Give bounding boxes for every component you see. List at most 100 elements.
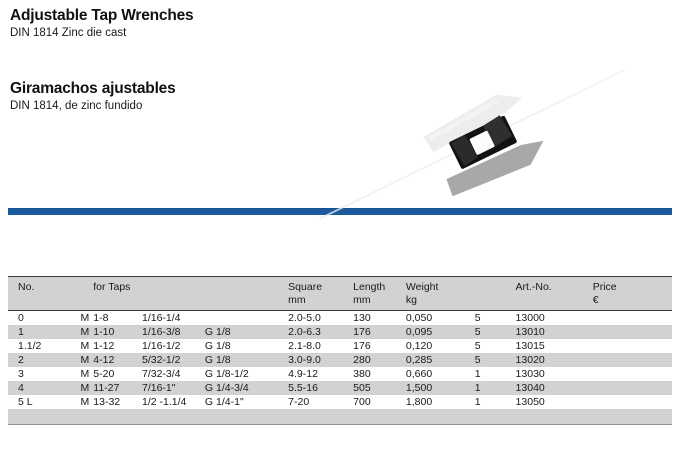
column-header-price-unit: €: [592, 293, 599, 306]
column-header-thread-prefix: [70, 276, 94, 311]
column-header-art-no: Art.-No.: [515, 276, 593, 311]
cell-metric: 1-12: [93, 340, 115, 352]
column-header-square-label: Square: [288, 281, 323, 293]
cell-metric: 1-8: [93, 312, 109, 324]
table-tail-cell: [8, 409, 672, 425]
cell-m: M: [80, 354, 90, 366]
cell-price: [593, 311, 672, 326]
cell-inch: 7/32-3/4: [141, 368, 181, 380]
cell-gas: G 1/8: [204, 326, 231, 338]
column-header-price-label: Price: [592, 281, 617, 293]
cell-price: [593, 395, 672, 409]
table-row[interactable]: 4 M 11-27 7/16-1" G 1/4-3/4 5.5-16 505 1,500 1 13…: [8, 381, 672, 395]
cell-gas: G 1/8: [204, 354, 231, 366]
cell-gas: G 1/8: [204, 340, 231, 352]
column-header-weight-unit: kg: [405, 293, 418, 306]
cell-price: [593, 353, 672, 367]
cell-weight: 0,050: [405, 312, 433, 324]
column-header-length-unit: mm: [353, 293, 371, 306]
table-header-row: No. for Taps Square mm Length mm Weight …: [8, 276, 672, 311]
cell-weight: 0,285: [405, 354, 433, 366]
cell-art-no: 13000: [515, 312, 545, 324]
cell-no: 2: [18, 354, 24, 366]
cell-pack: 1: [474, 368, 481, 380]
table-row[interactable]: 2 M 4-12 5/32-1/2 G 1/8 3.0-9.0 280 0,285 5 13020: [8, 353, 672, 367]
cell-square: 7-20: [288, 396, 310, 408]
cell-pack: 1: [474, 382, 481, 394]
cell-square: 5.5-16: [288, 382, 318, 394]
cell-art-no: 13040: [515, 382, 545, 394]
column-header-price: Price €: [592, 276, 672, 311]
cell-weight: 1,800: [405, 396, 433, 408]
cell-no: 1: [18, 326, 24, 338]
cell-square: 2.0-6.3: [288, 326, 321, 338]
column-header-weight: Weight kg: [405, 276, 463, 311]
table-head: No. for Taps Square mm Length mm Weight …: [8, 276, 672, 311]
cell-m: M: [80, 396, 90, 408]
cell-price: [593, 325, 672, 339]
cell-m: M: [80, 382, 90, 394]
cell-weight: 1,500: [405, 382, 433, 394]
column-header-for-taps: for Taps: [93, 276, 142, 311]
cell-length: 176: [353, 326, 371, 338]
cell-gas: G 1/8-1/2: [204, 368, 249, 380]
cell-square: 2.0-5.0: [288, 312, 321, 324]
table-row[interactable]: 1 M 1-10 1/16-3/8 G 1/8 2.0-6.3 176 0,095 5 13010: [8, 325, 672, 339]
cell-weight: 0,660: [405, 368, 433, 380]
specification-table: No. for Taps Square mm Length mm Weight …: [8, 276, 672, 425]
column-header-length-label: Length: [353, 281, 386, 293]
table-row[interactable]: 1.1/2 M 1-12 1/16-1/2 G 1/8 2.1-8.0 176 0,120 5 1…: [8, 339, 672, 353]
cell-square: 4.9-12: [288, 368, 318, 380]
cell-weight: 0,120: [405, 340, 433, 352]
cell-length: 280: [353, 354, 371, 366]
cell-art-no: 13010: [515, 326, 545, 338]
cell-pack: 5: [474, 340, 481, 352]
cell-pack: 5: [474, 312, 481, 324]
cell-gas: G 1/4-3/4: [204, 382, 249, 394]
cell-no: 1.1/2: [18, 340, 42, 352]
cell-price: [593, 367, 672, 381]
cell-metric: 5-20: [93, 368, 115, 380]
cell-art-no: 13030: [515, 368, 545, 380]
product-photo: width="4" height="4" fill="none"/> d="M0…: [268, 38, 680, 260]
cell-art-no: 13020: [515, 354, 545, 366]
cell-length: 700: [353, 396, 371, 408]
cell-metric: 11-27: [93, 382, 120, 394]
cell-metric: 1-10: [93, 326, 115, 338]
cell-metric: 13-32: [93, 396, 121, 408]
cell-art-no: 13050: [515, 396, 545, 408]
cell-length: 176: [353, 340, 371, 352]
page-title-es: Giramachos ajustables: [10, 80, 176, 97]
cell-pack: 5: [474, 326, 481, 338]
cell-square: 3.0-9.0: [288, 354, 321, 366]
table-row[interactable]: 0 M 1-8 1/16-1/4 2.0-5.0 130 0,050 5 13000: [8, 310, 672, 326]
table-row[interactable]: 3 M 5-20 7/32-3/4 G 1/8-1/2 4.9-12 380 0,660 1 13…: [8, 367, 672, 381]
heading-block: Adjustable Tap Wrenches DIN 1814 Zinc di…: [10, 6, 430, 114]
cell-m: M: [80, 312, 90, 324]
cell-m: M: [80, 326, 90, 338]
cell-inch: 7/16-1": [141, 382, 176, 394]
cell-inch: 1/2 -1.1/4: [141, 396, 187, 408]
page-subtitle-es: DIN 1814, de zinc fundido: [10, 100, 143, 112]
cell-m: M: [80, 368, 90, 380]
cell-no: 0: [18, 312, 24, 324]
cell-price: [593, 339, 672, 353]
table-tail-band: [8, 409, 672, 425]
cell-art-no: 13015: [515, 340, 545, 352]
column-header-length: Length mm: [353, 276, 406, 311]
page-subtitle-en: DIN 1814 Zinc die cast: [10, 27, 127, 39]
table-row[interactable]: 5 L M 13-32 1/2 -1.1/4 G 1/4-1" 7-20 700 1,800 1…: [8, 395, 672, 409]
column-header-weight-label: Weight: [405, 281, 439, 293]
page-title-en: Adjustable Tap Wrenches: [10, 7, 194, 24]
cell-inch: 1/16-1/4: [141, 312, 181, 324]
cell-metric: 4-12: [93, 354, 115, 366]
column-header-packaging-unit: fill="none" stroke="#2b2b2b" stroke-widt…: [462, 276, 516, 311]
cell-pack: 5: [474, 354, 481, 366]
cell-gas: [205, 311, 288, 326]
column-header-for-taps-inch: [141, 276, 205, 311]
cell-length: 130: [353, 312, 371, 324]
column-header-square-unit: mm: [288, 293, 306, 306]
cell-inch: 1/16-1/2: [141, 340, 181, 352]
cell-square: 2.1-8.0: [288, 340, 321, 352]
cell-weight: 0,095: [405, 326, 433, 338]
